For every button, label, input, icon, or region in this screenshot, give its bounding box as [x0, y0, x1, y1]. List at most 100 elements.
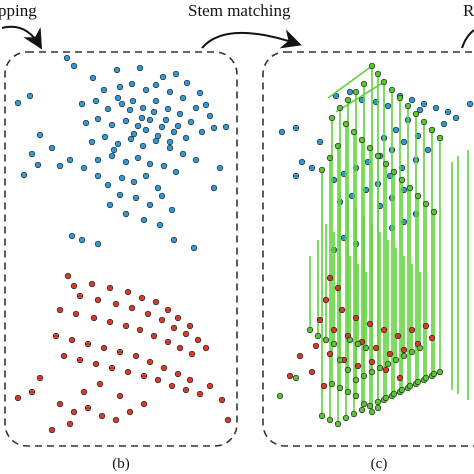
- green-point: [360, 80, 368, 88]
- red-point: [108, 364, 116, 372]
- stem-line: [335, 81, 385, 113]
- blue-point: [14, 99, 22, 107]
- blue-point: [159, 73, 167, 81]
- green-point: [404, 102, 412, 110]
- green-point: [306, 326, 314, 334]
- blue-point: [308, 164, 316, 172]
- green-point: [430, 208, 438, 216]
- red-point: [76, 292, 84, 300]
- blue-point: [66, 156, 74, 164]
- red-point: [386, 350, 394, 358]
- blue-point: [142, 126, 150, 134]
- green-point: [358, 406, 366, 414]
- panel-b-red-points: [14, 272, 232, 434]
- green-point: [350, 410, 358, 418]
- green-point: [322, 336, 330, 344]
- blue-point: [166, 138, 174, 146]
- blue-point: [146, 160, 154, 168]
- blue-point: [88, 138, 96, 146]
- stage-label-right-partial: R: [463, 1, 474, 20]
- panel-b-border: [4, 51, 238, 447]
- blue-point: [466, 100, 474, 108]
- green-point: [392, 356, 400, 364]
- red-point: [96, 380, 104, 388]
- middle-curved-arrow: [201, 29, 302, 49]
- blue-point: [292, 124, 300, 132]
- green-point: [328, 380, 336, 388]
- red-point: [140, 372, 148, 380]
- blue-point: [20, 171, 28, 179]
- red-point: [354, 362, 362, 370]
- blue-point: [108, 121, 116, 129]
- blue-point: [126, 106, 134, 114]
- red-point: [136, 326, 144, 334]
- blue-point: [134, 154, 142, 162]
- red-point: [164, 338, 172, 346]
- right-curved-arrow-partial: [461, 29, 474, 49]
- red-point: [124, 368, 132, 376]
- blue-point: [26, 92, 34, 100]
- red-point: [112, 416, 120, 424]
- blue-point: [122, 158, 130, 166]
- blue-point: [210, 124, 218, 132]
- blue-point: [130, 178, 138, 186]
- red-point: [176, 344, 184, 352]
- left-curved-arrow: [1, 25, 43, 50]
- green-point: [436, 134, 444, 142]
- green-point: [436, 368, 444, 376]
- red-point: [48, 426, 56, 434]
- blue-point: [392, 126, 400, 134]
- blue-point: [192, 156, 200, 164]
- blue-point: [198, 128, 206, 136]
- blue-point: [179, 94, 187, 102]
- blue-point: [63, 54, 71, 62]
- red-point: [206, 382, 214, 390]
- red-point: [174, 314, 182, 322]
- panel-c-red-points: [286, 274, 436, 390]
- blue-point: [114, 94, 122, 102]
- red-point: [138, 294, 146, 302]
- red-point: [70, 408, 78, 416]
- green-point: [374, 152, 382, 160]
- blue-point: [94, 240, 102, 248]
- blue-point: [134, 122, 142, 130]
- blue-point: [384, 102, 392, 110]
- blue-point: [158, 123, 166, 131]
- blue-point: [166, 88, 174, 96]
- blue-point: [122, 210, 130, 218]
- red-point: [68, 336, 76, 344]
- green-point: [350, 128, 358, 136]
- red-point: [428, 334, 436, 342]
- red-point: [396, 374, 404, 382]
- green-point: [390, 390, 398, 398]
- blue-point: [416, 106, 424, 114]
- blue-point: [139, 142, 147, 150]
- red-point: [408, 326, 416, 334]
- red-point: [90, 314, 98, 322]
- blue-point: [136, 64, 144, 72]
- green-point: [362, 344, 370, 352]
- green-point: [352, 88, 360, 96]
- green-point: [376, 364, 384, 372]
- red-point: [146, 358, 154, 366]
- green-point: [344, 96, 352, 104]
- green-point: [368, 368, 376, 376]
- red-point: [88, 280, 96, 288]
- blue-point: [146, 116, 154, 124]
- red-point: [94, 296, 102, 304]
- green-point: [360, 400, 368, 408]
- blue-point: [444, 108, 452, 116]
- panel-c-green-points: [276, 62, 444, 428]
- green-point: [358, 136, 366, 144]
- red-point: [80, 388, 88, 396]
- panel-b-caption: (b): [112, 456, 130, 472]
- blue-point: [56, 162, 64, 170]
- green-point: [336, 384, 344, 392]
- blue-point: [128, 80, 136, 88]
- red-point: [126, 408, 134, 416]
- green-point: [382, 394, 390, 402]
- red-point: [182, 330, 190, 338]
- red-point: [124, 288, 132, 296]
- green-point: [384, 360, 392, 368]
